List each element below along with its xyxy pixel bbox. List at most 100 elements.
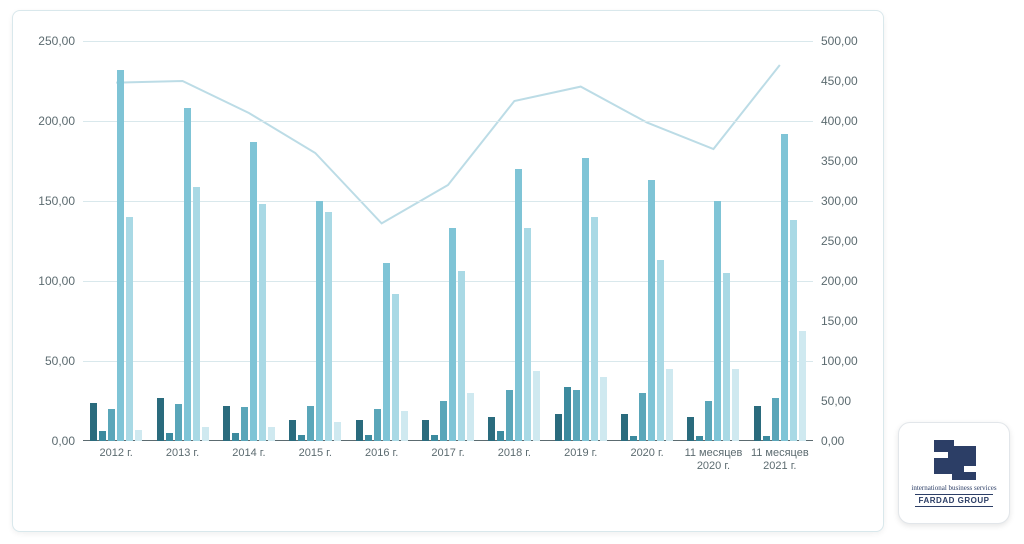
bar-series-6 [401, 411, 408, 441]
x-tick-label: 2018 г. [498, 447, 531, 460]
x-tick-label: 2019 г. [564, 447, 597, 460]
bar-series-2 [166, 433, 173, 441]
y-right-tick: 100,00 [821, 354, 858, 368]
bar-series-2 [298, 435, 305, 441]
bar-series-4 [781, 134, 788, 441]
bar-series-6 [202, 427, 209, 441]
bar-series-5 [524, 228, 531, 441]
brand-name: FARDAD GROUP [915, 494, 994, 507]
y-right-tick: 200,00 [821, 274, 858, 288]
bar-series-5 [392, 294, 399, 441]
bar-series-4 [383, 263, 390, 441]
bar-series-4 [714, 201, 721, 441]
bar-series-6 [666, 369, 673, 441]
bar-series-5 [657, 260, 664, 441]
y-right-tick: 250,00 [821, 234, 858, 248]
bar-series-4 [316, 201, 323, 441]
y-left-tick: 250,00 [38, 34, 75, 48]
bar-series-2 [99, 431, 106, 441]
bar-series-2 [564, 387, 571, 441]
x-tick-label: 2017 г. [431, 447, 464, 460]
bar-series-3 [108, 409, 115, 441]
x-tick-label: 2020 г. [630, 447, 663, 460]
bar-series-6 [467, 393, 474, 441]
bar-series-5 [591, 217, 598, 441]
bar-series-4 [648, 180, 655, 441]
y-left-tick: 100,00 [38, 274, 75, 288]
bar-series-1 [90, 403, 97, 441]
y-right-tick: 300,00 [821, 194, 858, 208]
y-right-tick: 450,00 [821, 74, 858, 88]
bar-series-6 [268, 427, 275, 441]
bar-series-2 [232, 433, 239, 441]
x-tick-label: 2012 г. [100, 447, 133, 460]
y-right-tick: 350,00 [821, 154, 858, 168]
bar-series-1 [157, 398, 164, 441]
gridline [83, 41, 813, 42]
bar-series-1 [223, 406, 230, 441]
bar-series-5 [325, 212, 332, 441]
bar-series-3 [440, 401, 447, 441]
bar-series-6 [799, 331, 806, 441]
bar-series-4 [184, 108, 191, 441]
y-left-tick: 200,00 [38, 114, 75, 128]
bar-series-1 [488, 417, 495, 441]
page-root: 0,00 50,00 100,00 150,00 200,00 250,00 0,00 50,… [0, 0, 1024, 544]
bar-series-1 [687, 417, 694, 441]
bar-series-4 [449, 228, 456, 441]
bar-series-4 [117, 70, 124, 441]
bar-series-3 [639, 393, 646, 441]
bar-series-2 [630, 436, 637, 441]
bar-series-4 [515, 169, 522, 441]
bar-series-5 [193, 187, 200, 441]
bar-series-3 [374, 409, 381, 441]
bar-series-1 [422, 420, 429, 441]
bar-series-5 [723, 273, 730, 441]
y-right-tick: 50,00 [821, 394, 851, 408]
y-left-tick: 0,00 [52, 434, 75, 448]
bar-series-1 [621, 414, 628, 441]
chart-card: 0,00 50,00 100,00 150,00 200,00 250,00 0,00 50,… [12, 10, 884, 532]
brand-logo-mark [930, 440, 978, 480]
logo-letter-f [934, 440, 952, 474]
y-left-tick: 50,00 [45, 354, 75, 368]
x-tick-label: 11 месяцев 2020 г. [685, 447, 743, 473]
logo-letter-g [952, 446, 976, 480]
bar-series-5 [790, 220, 797, 441]
bar-series-3 [241, 407, 248, 441]
bar-series-1 [555, 414, 562, 441]
bar-series-4 [582, 158, 589, 441]
bar-series-6 [600, 377, 607, 441]
bar-series-6 [533, 371, 540, 441]
bar-series-5 [259, 204, 266, 441]
bar-series-1 [356, 420, 363, 441]
bar-series-3 [573, 390, 580, 441]
x-tick-label: 2016 г. [365, 447, 398, 460]
gridline [83, 121, 813, 122]
bar-series-2 [497, 431, 504, 441]
y-right-tick: 150,00 [821, 314, 858, 328]
bar-series-2 [696, 436, 703, 441]
bar-series-1 [289, 420, 296, 441]
bar-series-2 [431, 435, 438, 441]
bar-series-3 [175, 404, 182, 441]
brand-tagline: international business services [911, 484, 996, 492]
x-tick-label: 2014 г. [232, 447, 265, 460]
y-left-tick: 150,00 [38, 194, 75, 208]
bar-series-5 [126, 217, 133, 441]
bar-series-6 [732, 369, 739, 441]
y-right-tick: 400,00 [821, 114, 858, 128]
x-tick-label: 2015 г. [299, 447, 332, 460]
y-right-tick: 0,00 [821, 434, 844, 448]
bar-series-3 [506, 390, 513, 441]
bar-series-3 [772, 398, 779, 441]
brand-logo: international business services FARDAD G… [898, 422, 1010, 524]
y-right-tick: 500,00 [821, 34, 858, 48]
bar-series-2 [763, 436, 770, 441]
bar-series-3 [307, 406, 314, 441]
chart-plot-area: 0,0050,00100,00150,00200,00250,000,0050,… [83, 41, 813, 441]
bar-series-2 [365, 435, 372, 441]
bar-series-6 [135, 430, 142, 441]
x-tick-label: 11 месяцев 2021 г. [751, 447, 809, 473]
bar-series-6 [334, 422, 341, 441]
